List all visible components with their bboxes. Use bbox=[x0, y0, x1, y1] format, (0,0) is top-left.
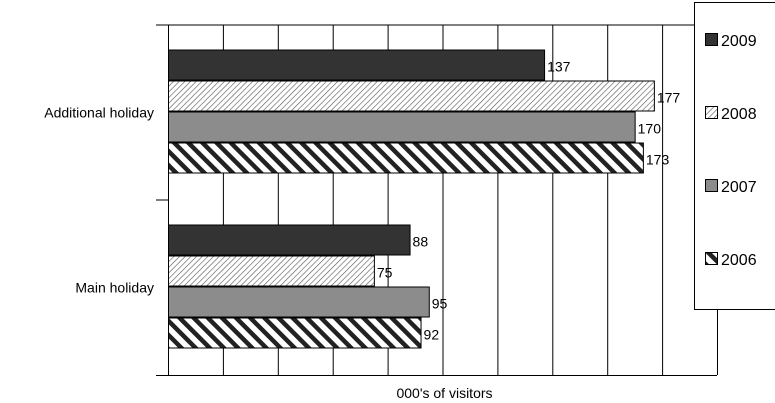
bar bbox=[168, 80, 655, 112]
data-label: 137 bbox=[547, 59, 571, 75]
legend-label: 2007 bbox=[721, 179, 757, 196]
data-label: 95 bbox=[432, 296, 448, 312]
legend-box bbox=[694, 2, 775, 310]
legend-swatch bbox=[705, 252, 718, 265]
bar bbox=[168, 286, 430, 318]
bar bbox=[168, 142, 644, 174]
bar bbox=[168, 49, 546, 81]
bar bbox=[168, 111, 636, 143]
bars bbox=[168, 49, 655, 349]
legend-label: 2008 bbox=[721, 106, 757, 123]
bar bbox=[168, 317, 422, 349]
legend-label: 2009 bbox=[721, 33, 757, 50]
x-axis-title: 000's of visitors bbox=[396, 385, 492, 401]
bar bbox=[168, 224, 411, 256]
legend-swatch bbox=[705, 179, 718, 192]
labels: Additional holiday 137 177 170 173 Main holid… bbox=[44, 59, 680, 402]
category-label: Additional holiday bbox=[44, 105, 154, 121]
data-label: 170 bbox=[638, 121, 662, 137]
category-label: Main holiday bbox=[75, 280, 154, 296]
data-label: 177 bbox=[657, 90, 681, 106]
bar bbox=[168, 255, 375, 287]
data-label: 75 bbox=[377, 265, 393, 281]
legend-label: 2006 bbox=[721, 252, 757, 269]
legend: 2009 2008 2007 2006 bbox=[694, 2, 775, 310]
data-label: 92 bbox=[424, 327, 440, 343]
data-label: 173 bbox=[646, 152, 670, 168]
data-label: 88 bbox=[413, 234, 429, 250]
legend-swatch bbox=[705, 33, 718, 46]
legend-swatch bbox=[705, 106, 718, 119]
